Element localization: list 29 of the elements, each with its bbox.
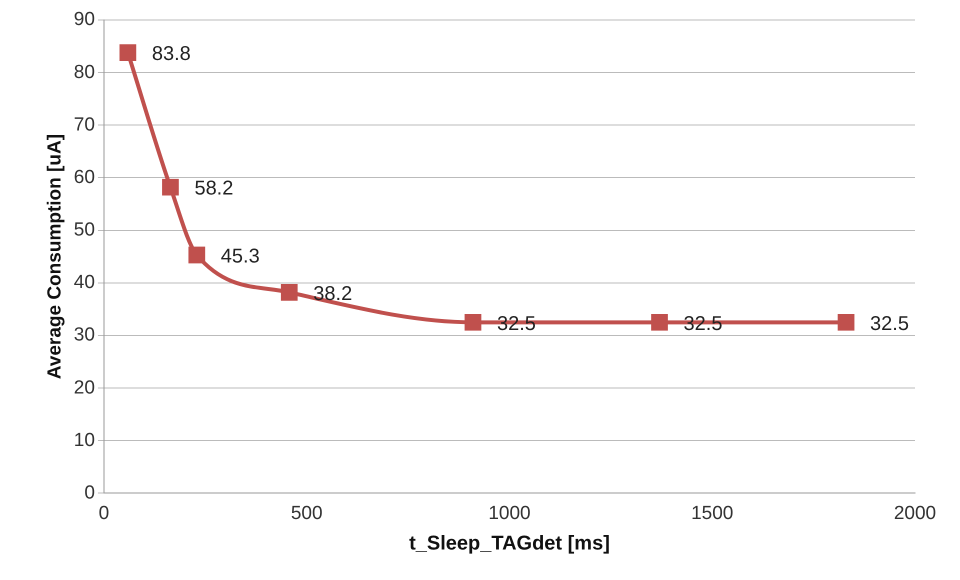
data-label: 38.2 — [313, 282, 352, 305]
y-tick-label: 0 — [84, 482, 95, 504]
data-label: 32.5 — [870, 312, 909, 335]
point — [119, 44, 136, 61]
y-tick-label: 90 — [74, 9, 95, 30]
data-label: 83.8 — [152, 43, 191, 66]
y-tick-label: 70 — [74, 114, 95, 136]
y-tick-label: 30 — [74, 324, 95, 346]
x-tick-label: 1500 — [691, 502, 734, 524]
y-tick-label: 80 — [74, 62, 95, 83]
point — [651, 314, 668, 331]
x-tick-label: 0 — [98, 502, 110, 524]
point — [280, 284, 298, 301]
point — [188, 246, 206, 264]
y-tick-label: 50 — [74, 220, 95, 241]
y-tick-label: 60 — [74, 166, 95, 188]
x-tick-label: 1000 — [488, 502, 531, 524]
point — [464, 314, 482, 331]
x-tick-label: 500 — [290, 502, 323, 524]
data-label: 58.2 — [194, 178, 234, 200]
data-label: 45.3 — [220, 246, 260, 268]
point — [838, 314, 854, 331]
y-axis-title: Average Consumption [uA] — [44, 134, 66, 380]
point — [162, 178, 179, 196]
y-tick-label: 40 — [74, 272, 95, 294]
x-tick-label: 2000 — [894, 502, 936, 524]
x-axis-title: t_Sleep_TAGdet [ms] — [409, 532, 610, 555]
y-tick-label: 10 — [74, 430, 95, 451]
y-tick-label: 20 — [74, 377, 95, 398]
